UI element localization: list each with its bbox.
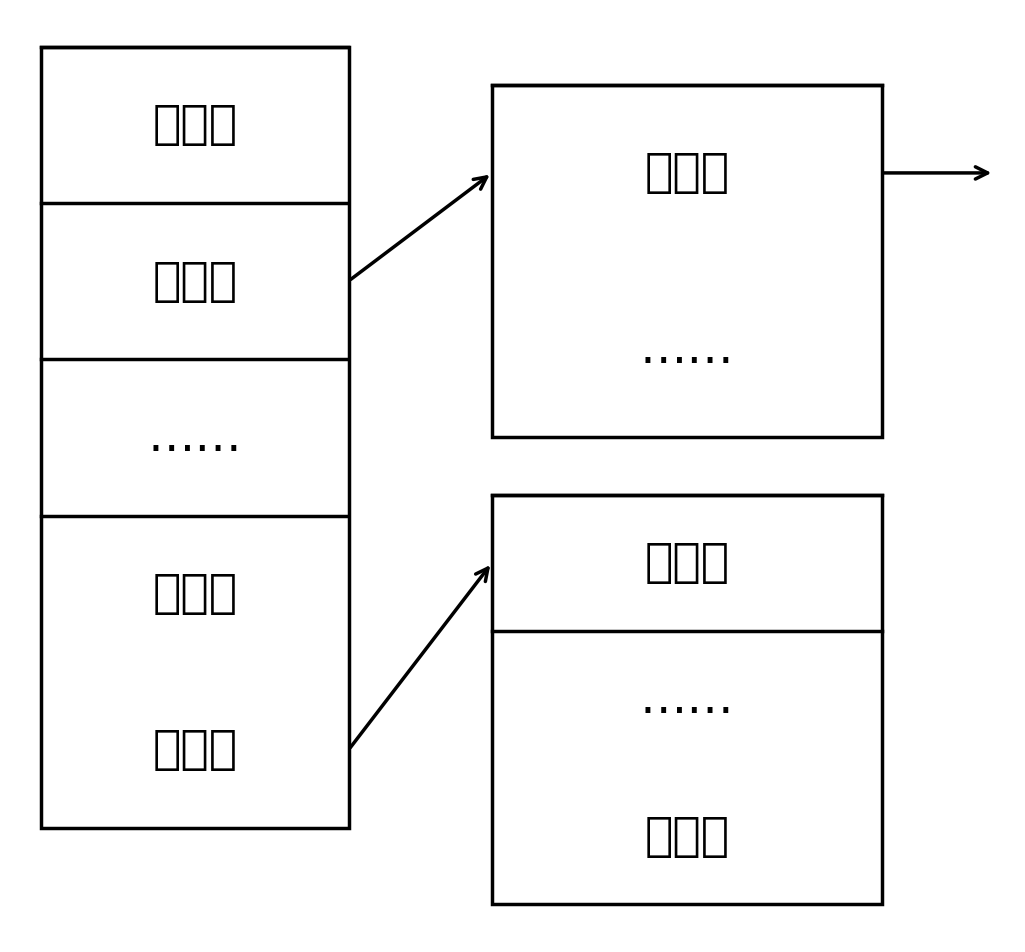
Bar [492,86,882,438]
Text: 入口块: 入口块 [152,259,238,305]
Text: 入口块: 入口块 [152,571,238,617]
Bar [41,48,349,828]
Bar [492,495,882,904]
Text: ……: …… [640,677,734,723]
Text: ……: …… [640,327,734,372]
Text: 入口块: 入口块 [644,151,730,196]
Text: 入口块: 入口块 [152,727,238,773]
Text: 起始块: 起始块 [152,103,238,149]
Text: 数据块: 数据块 [644,814,730,859]
Text: 数据块: 数据块 [644,541,730,585]
Text: ……: …… [148,415,242,461]
